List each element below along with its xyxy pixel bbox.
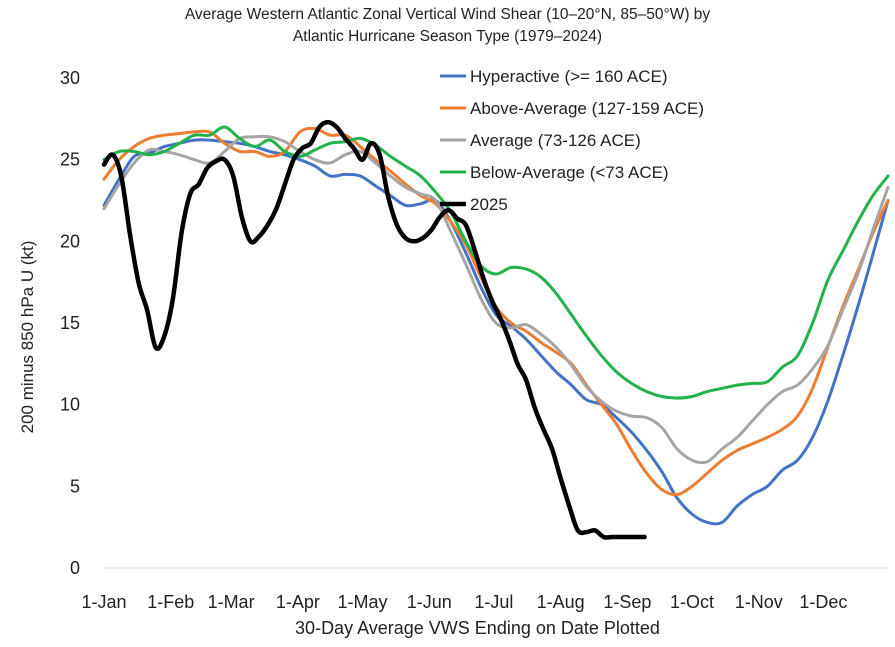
legend-label: Average (73-126 ACE) [470, 131, 641, 150]
y-tick-label: 30 [60, 68, 80, 88]
x-tick-label: 1-Dec [799, 592, 847, 612]
series-lines [101, 119, 890, 540]
y-axis-label: 200 minus 850 hPa U (kt) [18, 240, 37, 434]
chart-title: Average Western Atlantic Zonal Vertical … [0, 4, 895, 48]
y-tick-label: 20 [60, 231, 80, 251]
y-axis-ticks: 0 5 10 15 20 25 30 [60, 68, 80, 578]
y-tick-label: 5 [70, 476, 80, 496]
x-tick-label: 1-Aug [537, 592, 585, 612]
x-tick-label: 1-Oct [670, 592, 714, 612]
legend-label: Hyperactive (>= 160 ACE) [470, 67, 667, 86]
x-axis-ticks: 1-Jan 1-Feb 1-Mar 1-Apr 1-May 1-Jun 1-Jul 1-Aug… [81, 592, 847, 612]
x-tick-label: 1-Jan [81, 592, 126, 612]
series-line-3 [102, 134, 890, 465]
y-tick-label: 25 [60, 150, 80, 170]
x-tick-label: 1-Mar [208, 592, 255, 612]
chart-title-line2: Atlantic Hurricane Season Type (1979–202… [292, 28, 603, 45]
x-tick-label: 1-Jun [407, 592, 452, 612]
x-tick-label: 1-Jul [474, 592, 513, 612]
x-tick-label: 1-Apr [276, 592, 320, 612]
y-tick-label: 0 [70, 558, 80, 578]
series-line-5 [101, 119, 647, 540]
legend: Hyperactive (>= 160 ACE) Above-Average (1… [440, 67, 704, 214]
x-tick-label: 1-May [337, 592, 387, 612]
legend-label: 2025 [470, 195, 508, 214]
x-tick-label: 1-Nov [735, 592, 783, 612]
x-tick-label: 1-Feb [147, 592, 194, 612]
y-tick-label: 10 [60, 395, 80, 415]
y-tick-label: 15 [60, 313, 80, 333]
x-tick-label: 1-Sep [603, 592, 651, 612]
legend-label: Above-Average (127-159 ACE) [470, 99, 704, 118]
legend-label: Below-Average (<73 ACE) [470, 163, 669, 182]
series-line-4 [102, 125, 890, 400]
x-axis-label: 30-Day Average VWS Ending on Date Plotte… [295, 618, 660, 638]
chart-title-line1: Average Western Atlantic Zonal Vertical … [184, 6, 711, 23]
